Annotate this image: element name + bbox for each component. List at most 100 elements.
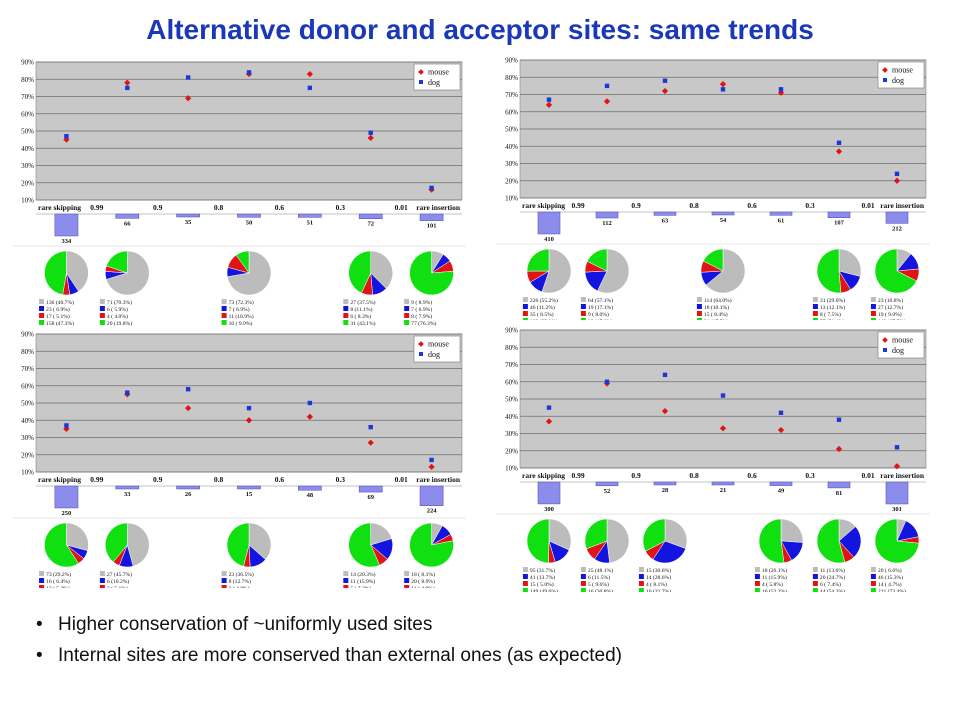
x-tick-label: 0.01 bbox=[861, 201, 874, 210]
bullet-dot: • bbox=[36, 645, 43, 666]
pie-legend-swatch bbox=[754, 588, 760, 592]
data-point-dog bbox=[307, 400, 313, 406]
pie-legend-label: 15 ( 8.4%) bbox=[704, 311, 728, 318]
pie-slice bbox=[874, 518, 920, 564]
y-tick-label: 10% bbox=[505, 465, 518, 473]
data-point-mouse bbox=[185, 95, 192, 102]
pie-legend-label: 14 (20.3%) bbox=[350, 571, 375, 578]
x-tick-label: rare skipping bbox=[38, 203, 81, 212]
pie-legend-label: 16 (32.7%) bbox=[646, 588, 671, 592]
x-tick-label: rare skipping bbox=[522, 201, 565, 210]
pie-legend-swatch bbox=[870, 588, 876, 592]
pie-legend-label: 25 (48.1%) bbox=[588, 567, 613, 574]
data-point-dog bbox=[546, 405, 552, 410]
pie-slice bbox=[44, 250, 67, 295]
pie-legend-label: 19 (17.1%) bbox=[588, 304, 613, 311]
x-tick-label: 0.3 bbox=[805, 471, 815, 480]
pie-legend-swatch bbox=[696, 304, 702, 309]
pie-legend-swatch bbox=[522, 297, 528, 302]
pie-legend-label: 44 (54.3%) bbox=[820, 588, 845, 592]
x-tick-label: rare skipping bbox=[522, 471, 565, 480]
pie-legend-label: 11 (15.9%) bbox=[350, 578, 375, 585]
pie-legend-label: 73 (72.3%) bbox=[229, 299, 254, 306]
x-tick-label: 0.8 bbox=[689, 201, 699, 210]
data-point-dog bbox=[662, 78, 668, 83]
x-tick-label: 0.01 bbox=[395, 475, 408, 484]
pie-legend-label: 19 ( 9.0%) bbox=[878, 311, 902, 318]
count-bar bbox=[358, 213, 383, 219]
pie-legend-swatch bbox=[754, 574, 760, 579]
pie-legend-label: 6 (11.5%) bbox=[588, 574, 610, 581]
chart-panel-bottom-left: 10% 20% 30% 40% 50% 60% 70% 80% 90% mouse dog rare … bbox=[12, 330, 466, 588]
pie-legend-swatch bbox=[404, 578, 410, 583]
y-tick-label: 20% bbox=[21, 179, 34, 187]
data-point-dog bbox=[894, 445, 900, 450]
count-label: 301 bbox=[892, 506, 902, 513]
pie-legend-swatch bbox=[580, 311, 586, 316]
pie-slice bbox=[235, 250, 250, 274]
pie-legend-swatch bbox=[696, 311, 702, 316]
data-point-dog bbox=[894, 171, 900, 177]
pie-slice bbox=[127, 522, 150, 567]
pie-legend-label: 136 (40.7%) bbox=[46, 299, 74, 306]
pie-legend-swatch bbox=[404, 299, 410, 304]
y-tick-label: 80% bbox=[21, 348, 34, 356]
x-tick-label: rare insertion bbox=[416, 475, 461, 484]
pie-slice bbox=[758, 518, 785, 564]
pie-legend-label: 77 (76.3%) bbox=[411, 320, 436, 326]
pie-legend-swatch bbox=[870, 581, 876, 586]
y-tick-label: 70% bbox=[505, 361, 518, 369]
count-label: 26 bbox=[185, 491, 192, 498]
y-tick-label: 30% bbox=[505, 160, 518, 168]
chart-panel-bottom-right: 10% 20% 30% 40% 50% 60% 70% 80% 90% mouse dog rare … bbox=[496, 326, 930, 592]
count-label: 112 bbox=[602, 220, 611, 227]
y-tick-label: 40% bbox=[505, 143, 518, 151]
legend-marker-dog bbox=[883, 348, 887, 352]
pie-legend-label: 7 ( 6.9%) bbox=[411, 306, 432, 313]
pie-legend-label: 20 ( 6.6%) bbox=[878, 567, 902, 574]
pie-slice bbox=[816, 518, 846, 564]
pie-legend-label: 103 (25.1%) bbox=[530, 318, 558, 320]
data-point-dog bbox=[720, 393, 726, 398]
pie-legend-label: 15 (30.6%) bbox=[646, 567, 671, 574]
data-point-dog bbox=[836, 417, 842, 422]
pie-legend-swatch bbox=[343, 571, 349, 576]
pie-slice bbox=[780, 518, 804, 543]
pie-legend-label: 9 ( 8.9%) bbox=[411, 299, 432, 306]
pie-legend-swatch bbox=[221, 299, 227, 304]
y-tick-label: 60% bbox=[21, 382, 34, 390]
pie-legend-label: 13 ( 5.2%) bbox=[46, 585, 70, 588]
y-tick-label: 60% bbox=[21, 110, 34, 118]
y-tick-label: 50% bbox=[505, 126, 518, 134]
pie-legend-swatch bbox=[39, 313, 45, 318]
pie-legend-swatch bbox=[870, 567, 876, 572]
count-bar bbox=[595, 211, 619, 219]
pie-legend-label: 23 ( 6.9%) bbox=[46, 306, 70, 313]
pie-legend-label: 23 (10.8%) bbox=[878, 297, 903, 304]
pie-legend-swatch bbox=[580, 588, 586, 592]
data-point-mouse bbox=[367, 134, 374, 142]
pie-legend-label: 27 (12.7%) bbox=[878, 304, 903, 311]
count-bar bbox=[54, 485, 79, 509]
count-label: 15 bbox=[246, 491, 253, 498]
pie-legend-swatch bbox=[696, 318, 702, 320]
count-label: 81 bbox=[836, 490, 843, 497]
y-tick-label: 80% bbox=[505, 344, 518, 352]
pie-legend-swatch bbox=[343, 578, 349, 583]
x-tick-label: 0.3 bbox=[336, 203, 346, 212]
bullet-text: Higher conservation of ~uniformly used s… bbox=[58, 614, 433, 635]
pie-legend-label: 73 (29.2%) bbox=[46, 571, 71, 578]
data-point-dog bbox=[836, 140, 842, 145]
pie-legend-swatch bbox=[522, 574, 528, 579]
count-bar bbox=[827, 481, 851, 489]
y-tick-label: 90% bbox=[21, 59, 34, 67]
pie-legend-label: 3 ( 5.1%) bbox=[107, 585, 128, 588]
legend-marker-dog bbox=[419, 352, 423, 356]
x-tick-label: 0.8 bbox=[689, 471, 699, 480]
pie-legend-swatch bbox=[522, 311, 528, 316]
pie-legend-swatch bbox=[812, 297, 818, 302]
count-label: 21 bbox=[720, 487, 727, 494]
pie-legend-swatch bbox=[99, 299, 105, 304]
